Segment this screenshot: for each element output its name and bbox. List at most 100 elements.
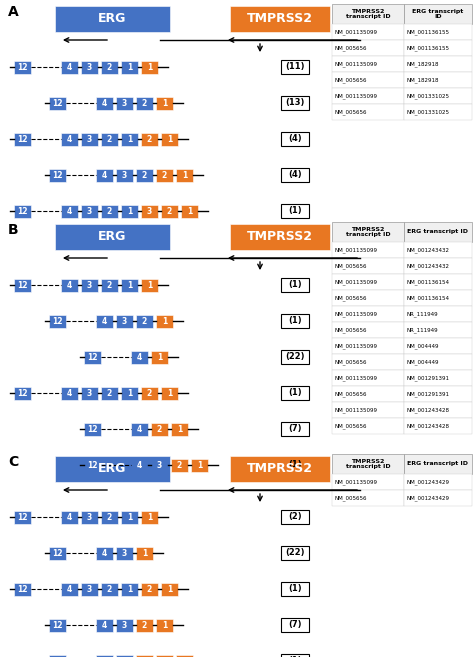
Text: ERG: ERG (98, 12, 127, 26)
Text: 12: 12 (17, 135, 28, 143)
Bar (281, 546, 309, 560)
Text: (7): (7) (288, 620, 302, 629)
Bar (404, 454, 472, 474)
Bar (230, 6, 330, 32)
Bar (116, 315, 133, 327)
Bar (332, 474, 404, 490)
Bar (101, 60, 118, 74)
Bar (332, 490, 404, 506)
Bar (161, 583, 178, 595)
Text: NM_001135099: NM_001135099 (335, 311, 378, 317)
Text: (13): (13) (285, 99, 305, 108)
Bar (14, 510, 31, 524)
Bar (404, 56, 472, 72)
Bar (101, 510, 118, 524)
Bar (136, 168, 153, 181)
Text: 12: 12 (17, 388, 28, 397)
Bar (332, 24, 404, 40)
Bar (281, 96, 309, 110)
Text: 1: 1 (147, 281, 152, 290)
Bar (332, 290, 404, 306)
Text: 1: 1 (147, 512, 152, 522)
Bar (332, 386, 404, 402)
Bar (49, 618, 66, 631)
Bar (49, 168, 66, 181)
Bar (404, 104, 472, 120)
Text: NM_005656: NM_005656 (335, 423, 367, 429)
Bar (151, 459, 168, 472)
Text: (11): (11) (285, 62, 305, 72)
Text: 12: 12 (52, 317, 63, 325)
Bar (332, 222, 404, 242)
Bar (121, 133, 138, 145)
Text: ERG: ERG (98, 463, 127, 476)
Bar (332, 354, 404, 370)
Bar (101, 386, 118, 399)
Bar (121, 510, 138, 524)
Text: NM_001243429: NM_001243429 (407, 495, 450, 501)
Bar (61, 204, 78, 217)
Bar (404, 370, 472, 386)
Bar (404, 474, 472, 490)
Text: 4: 4 (102, 99, 107, 108)
Text: 3: 3 (122, 549, 127, 558)
Bar (81, 133, 98, 145)
Bar (151, 350, 168, 363)
Bar (81, 583, 98, 595)
Text: 12: 12 (17, 585, 28, 593)
Text: 12: 12 (17, 512, 28, 522)
Bar (332, 274, 404, 290)
Text: 2: 2 (147, 388, 152, 397)
Text: NM_001136155: NM_001136155 (407, 45, 450, 51)
Bar (281, 654, 309, 657)
Text: NM_001291391: NM_001291391 (407, 375, 450, 381)
Bar (141, 510, 158, 524)
Bar (96, 97, 113, 110)
Text: 3: 3 (87, 206, 92, 215)
Bar (404, 24, 472, 40)
Bar (281, 458, 309, 472)
Bar (404, 306, 472, 322)
Text: ERG: ERG (98, 231, 127, 244)
Text: NM_005656: NM_005656 (335, 495, 367, 501)
Text: 4: 4 (67, 62, 72, 72)
Text: 12: 12 (52, 99, 63, 108)
Bar (404, 242, 472, 258)
Bar (230, 456, 330, 482)
Bar (81, 60, 98, 74)
Bar (171, 422, 188, 436)
Bar (156, 618, 173, 631)
Bar (281, 278, 309, 292)
Bar (14, 204, 31, 217)
Text: NM_001135099: NM_001135099 (335, 61, 378, 67)
Text: (22): (22) (285, 353, 305, 361)
Text: 1: 1 (162, 317, 167, 325)
Bar (332, 40, 404, 56)
Text: 2: 2 (162, 171, 167, 179)
Text: 1: 1 (147, 62, 152, 72)
Text: TMPRSS2: TMPRSS2 (247, 463, 313, 476)
Text: 4: 4 (137, 353, 142, 361)
Text: NM_001243432: NM_001243432 (407, 263, 450, 269)
Text: 12: 12 (87, 353, 98, 361)
Bar (156, 97, 173, 110)
Bar (281, 582, 309, 596)
Text: (22): (22) (285, 549, 305, 558)
Bar (121, 583, 138, 595)
Text: 1: 1 (187, 206, 192, 215)
Text: (7): (7) (288, 424, 302, 434)
Text: ERG transcript ID: ERG transcript ID (408, 229, 468, 235)
Text: (1): (1) (288, 206, 302, 215)
Bar (281, 350, 309, 364)
Bar (131, 422, 148, 436)
Bar (332, 72, 404, 88)
Bar (141, 133, 158, 145)
Text: NM_182918: NM_182918 (407, 77, 439, 83)
Text: 4: 4 (67, 512, 72, 522)
Bar (161, 133, 178, 145)
Text: (1): (1) (288, 585, 302, 593)
Text: 12: 12 (87, 461, 98, 470)
Text: 1: 1 (127, 206, 132, 215)
Bar (332, 338, 404, 354)
Text: 12: 12 (52, 171, 63, 179)
